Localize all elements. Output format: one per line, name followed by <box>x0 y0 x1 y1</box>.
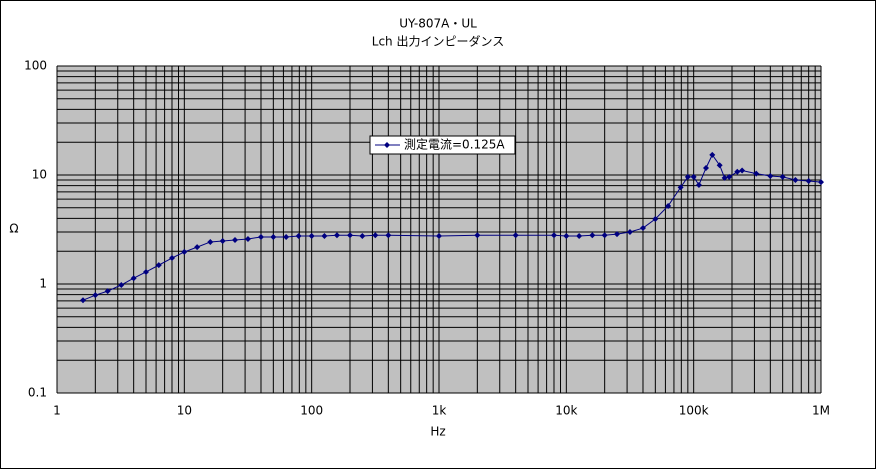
x-tick-label: 10k <box>555 404 577 418</box>
data-point <box>767 172 774 179</box>
data-point <box>207 238 214 245</box>
data-point <box>614 231 621 238</box>
data-point <box>333 232 340 239</box>
data-point <box>576 232 583 239</box>
data-point <box>739 167 746 174</box>
data-point <box>308 232 315 239</box>
data-point <box>270 233 277 240</box>
data-point <box>219 238 226 245</box>
legend-label: 測定電流=0.125A <box>404 137 505 152</box>
data-point <box>244 235 251 242</box>
y-tick-label: 100 <box>24 59 47 73</box>
x-tick-label: 100 <box>300 404 323 418</box>
data-point <box>792 176 799 183</box>
data-point <box>232 237 239 244</box>
data-point <box>601 232 608 239</box>
legend-box <box>369 135 516 155</box>
x-tick-label: 1M <box>812 404 830 418</box>
data-point <box>143 268 150 275</box>
data-point <box>372 232 379 239</box>
data-point <box>512 232 519 239</box>
data-point <box>92 292 99 299</box>
data-point <box>690 173 697 180</box>
data-point <box>385 232 392 239</box>
x-tick-label: 1k <box>432 404 447 418</box>
data-point <box>734 168 741 175</box>
x-tick-label: 10 <box>177 404 192 418</box>
data-point <box>639 225 646 232</box>
data-point <box>677 184 684 191</box>
data-point <box>589 232 596 239</box>
data-point <box>283 233 290 240</box>
data-point <box>104 288 111 295</box>
y-tick-label: 1 <box>39 277 47 291</box>
data-point <box>436 232 442 239</box>
data-point <box>194 244 201 251</box>
data-point <box>695 181 702 188</box>
data-point <box>79 297 86 304</box>
x-axis-label: Hz <box>430 425 445 439</box>
data-point <box>474 232 481 239</box>
data-point <box>703 164 710 171</box>
data-point <box>721 174 728 181</box>
data-point <box>118 281 125 288</box>
data-point <box>709 151 716 158</box>
data-point <box>652 215 659 222</box>
data-point <box>563 232 570 239</box>
data-point <box>753 170 760 177</box>
data-point <box>130 275 137 282</box>
x-tick-label: 100k <box>679 404 709 418</box>
data-point <box>155 262 162 269</box>
data-point <box>726 173 733 180</box>
chart-subtitle: Lch 出力インピーダンス <box>372 34 504 49</box>
data-point <box>295 232 302 239</box>
data-point <box>346 232 353 239</box>
x-tick-label: 1 <box>53 404 61 418</box>
data-point <box>626 228 633 235</box>
data-point <box>779 173 786 180</box>
data-point <box>168 255 175 262</box>
y-tick-label: 10 <box>32 168 47 182</box>
legend-marker <box>384 142 390 148</box>
data-point <box>321 232 328 239</box>
data-point <box>257 233 264 240</box>
data-point <box>684 173 691 180</box>
data-point <box>665 202 672 209</box>
data-point <box>818 179 824 186</box>
data-point <box>181 248 188 255</box>
y-tick-label: 0.1 <box>28 386 47 400</box>
data-point <box>359 232 366 239</box>
data-point <box>805 178 812 185</box>
y-axis-label: Ω <box>9 222 18 236</box>
data-point <box>716 162 723 169</box>
data-point <box>550 232 557 239</box>
chart-title: UY-807A・UL <box>399 17 477 31</box>
